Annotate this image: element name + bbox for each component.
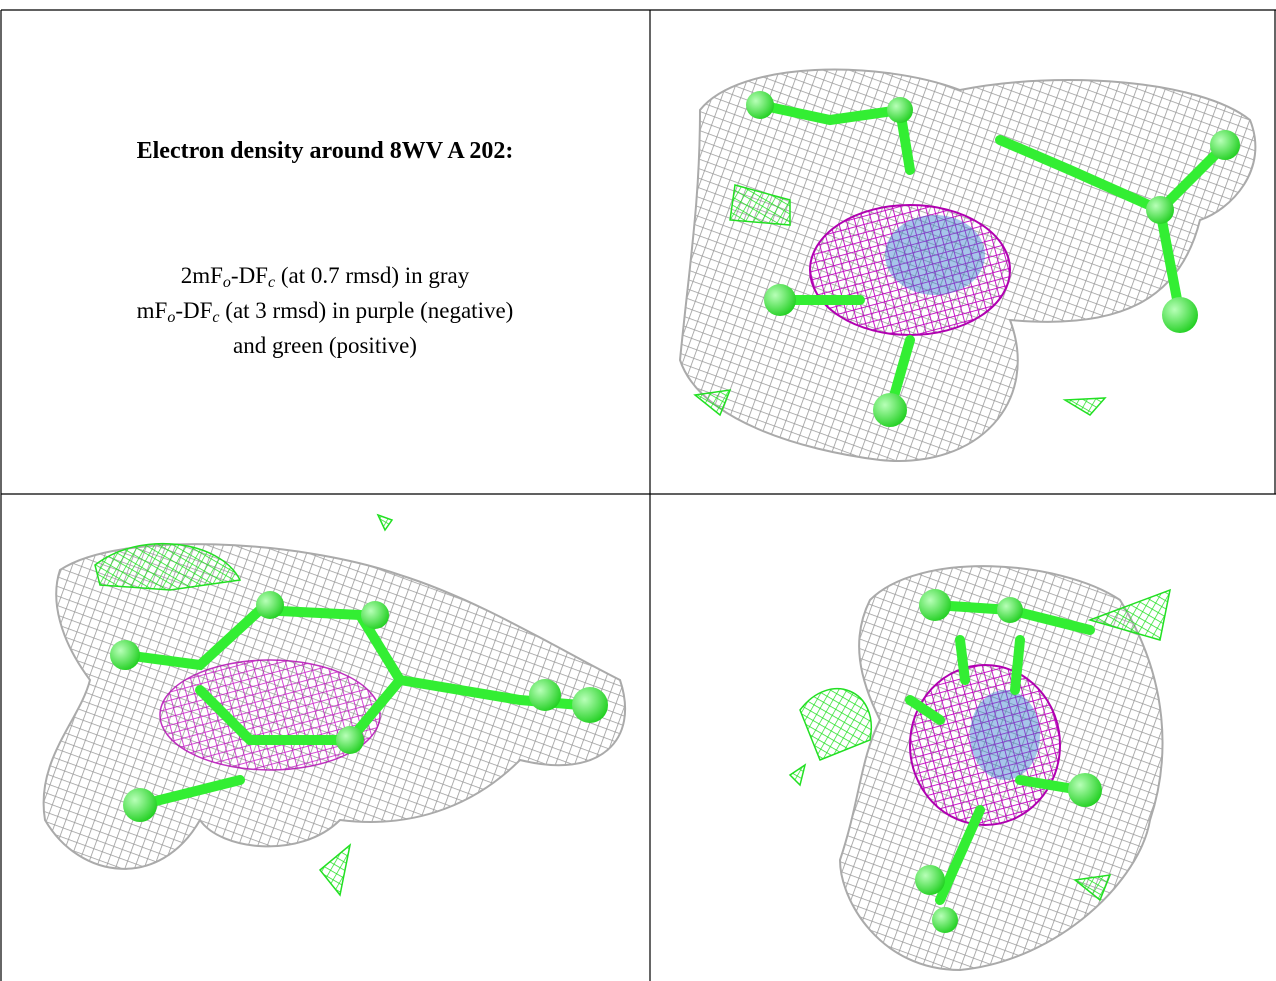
subscript: o [167,309,176,326]
text: (at 3 rmsd) in purple (negative) [219,298,514,323]
density-view-2 [42,513,626,897]
density-view-1 [678,68,1257,462]
text: (at 0.7 rmsd) in gray [275,263,470,288]
text: mF [136,298,168,323]
text: -DF [230,263,268,288]
text-cell: Electron density around 8WV A 202: 2mFo-… [1,10,649,494]
text: -DF [175,298,213,323]
legend-line: 2mFo-DFc (at 0.7 rmsd) in gray [1,258,649,293]
density-view-3 [788,565,1172,972]
legend-line: and green (positive) [1,328,649,363]
legend: 2mFo-DFc (at 0.7 rmsd) in gray mFo-DFc (… [1,258,649,363]
text: and green (positive) [233,333,417,358]
subscript: o [222,274,231,291]
legend-line: mFo-DFc (at 3 rmsd) in purple (negative) [1,293,649,328]
title: Electron density around 8WV A 202: [136,138,514,164]
grid-borders [0,9,1276,981]
text: 2mF [180,263,223,288]
subscript: c [267,274,276,291]
subscript: c [212,309,220,326]
